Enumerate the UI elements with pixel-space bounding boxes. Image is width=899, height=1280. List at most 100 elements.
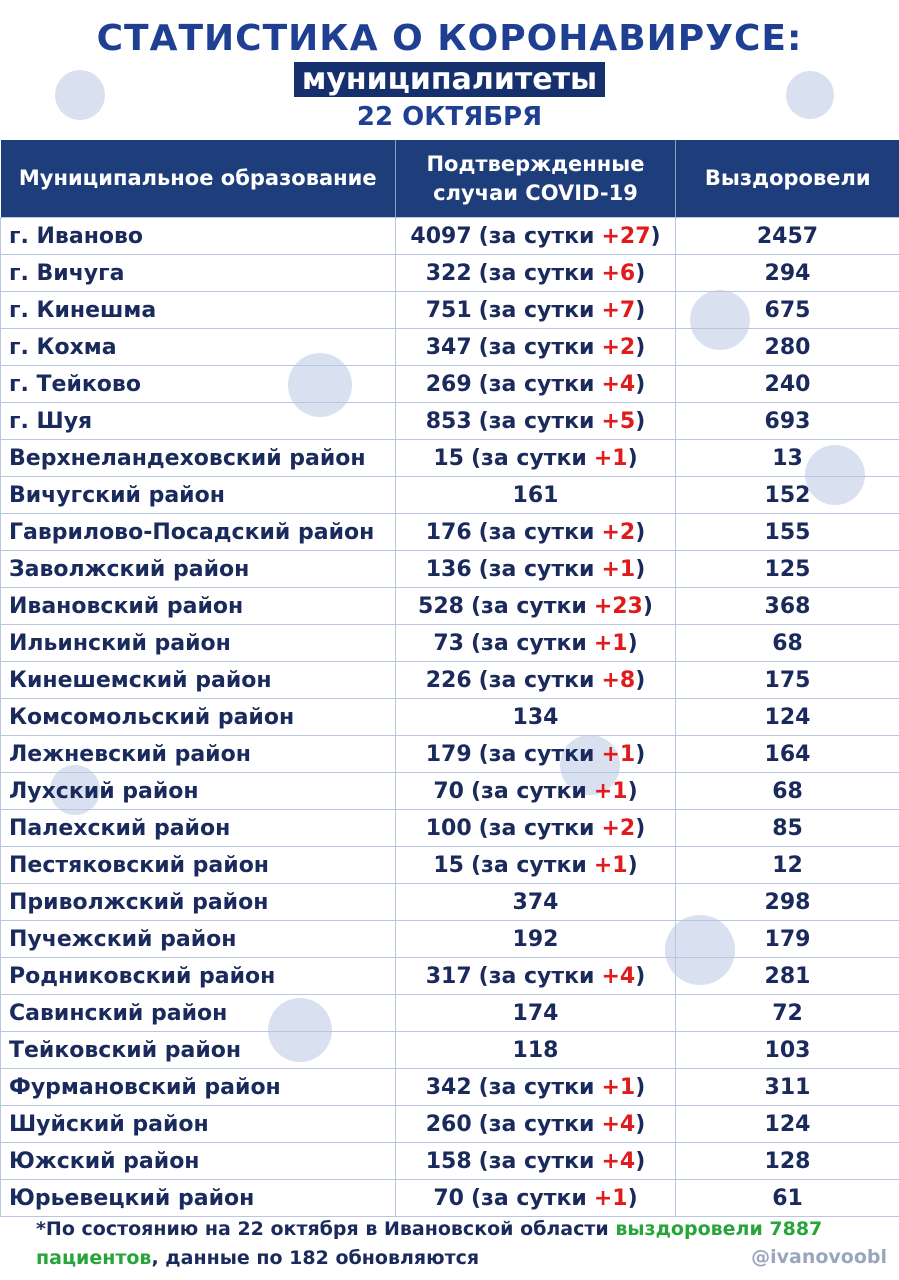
confirmed: 269 <box>425 371 472 397</box>
recovered: 124 <box>675 1105 899 1143</box>
confirmed: 161 <box>512 482 559 508</box>
municipality: Заволжский район <box>0 550 396 588</box>
daily-increase: +1 <box>593 630 628 656</box>
table-row: Палехский район 100 (за сутки +2) 85 <box>0 809 899 847</box>
confirmed: 118 <box>512 1037 559 1063</box>
daily-increase: +27 <box>601 223 651 249</box>
daily-increase: +4 <box>601 963 636 989</box>
table-row: г. Кинешма 751 (за сутки +7) 675 <box>0 291 899 329</box>
confirmed: 179 <box>425 741 472 767</box>
confirmed-cell: 70 (за сутки +1) <box>395 1179 676 1217</box>
note: , данные по 182 обновляются <box>151 1247 480 1269</box>
daily-label: (за сутки <box>478 1148 595 1174</box>
daily-close: ) <box>635 334 646 360</box>
daily-increase: +23 <box>593 593 643 619</box>
table-row: Комсомольский район 134 124 <box>0 698 899 736</box>
footnote: *По состоянию на 22 октября в Ивановской… <box>36 1215 866 1273</box>
daily-increase: +1 <box>601 556 636 582</box>
municipality: Гаврилово-Посадский район <box>0 513 396 551</box>
confirmed-cell: 260 (за сутки +4) <box>395 1105 676 1143</box>
table-row: Фурмановский район 342 (за сутки +1) 311 <box>0 1068 899 1106</box>
daily-increase: +2 <box>601 815 636 841</box>
confirmed-cell: 528 (за сутки +23) <box>395 587 676 625</box>
confirmed: 226 <box>425 667 472 693</box>
confirmed: 15 <box>433 445 464 471</box>
daily-label: (за сутки <box>478 815 595 841</box>
confirmed-cell: 751 (за сутки +7) <box>395 291 676 329</box>
municipality: Савинский район <box>0 994 396 1032</box>
daily-close: ) <box>627 630 638 656</box>
table-row: Тейковский район 118 103 <box>0 1031 899 1069</box>
daily-close: ) <box>627 852 638 878</box>
recovered: 240 <box>675 365 899 403</box>
table-row: Кинешемский район 226 (за сутки +8) 175 <box>0 661 899 699</box>
daily-close: ) <box>635 260 646 286</box>
table-row: Приволжский район 374 298 <box>0 883 899 921</box>
municipality: Южский район <box>0 1142 396 1180</box>
municipality: г. Тейково <box>0 365 396 403</box>
note: *По состоянию на 22 октября в Ивановской… <box>36 1218 609 1240</box>
recovered: 693 <box>675 402 899 440</box>
recovered: 61 <box>675 1179 899 1217</box>
daily-label: (за сутки <box>478 334 595 360</box>
confirmed-cell: 176 (за сутки +2) <box>395 513 676 551</box>
table-row: г. Иваново 4097 (за сутки +27) 2457 <box>0 217 899 255</box>
daily-label: (за сутки <box>470 1185 587 1211</box>
daily-label: (за сутки <box>470 593 587 619</box>
confirmed: 176 <box>425 519 472 545</box>
title: СТАТИСТИКА О КОРОНАВИРУСЕ: <box>96 18 803 59</box>
date: 22 ОКТЯБРЯ <box>356 102 543 132</box>
daily-label: (за сутки <box>478 1074 595 1100</box>
daily-label: (за сутки <box>478 556 595 582</box>
confirmed-cell: 226 (за сутки +8) <box>395 661 676 699</box>
daily-label: (за сутки <box>478 1111 595 1137</box>
recovered: 368 <box>675 587 899 625</box>
recovered: 68 <box>675 772 899 810</box>
note-highlight: выздоровели 7887 пациентов <box>36 1218 823 1269</box>
table-row: Ильинский район 73 (за сутки +1) 68 <box>0 624 899 662</box>
daily-close: ) <box>635 741 646 767</box>
confirmed: 100 <box>425 815 472 841</box>
confirmed-cell: 342 (за сутки +1) <box>395 1068 676 1106</box>
daily-increase: +8 <box>601 667 636 693</box>
table-row: Родниковский район 317 (за сутки +4) 281 <box>0 957 899 995</box>
municipality: Комсомольский район <box>0 698 396 736</box>
confirmed-cell: 322 (за сутки +6) <box>395 254 676 292</box>
daily-label: (за сутки <box>478 223 595 249</box>
table-row: Гаврилово-Посадский район 176 (за сутки +2)… <box>0 513 899 551</box>
table-row: Ивановский район 528 (за сутки +23) 368 <box>0 587 899 625</box>
confirmed-cell: 158 (за сутки +4) <box>395 1142 676 1180</box>
table-row: Вичугский район 161 152 <box>0 476 899 514</box>
daily-close: ) <box>635 519 646 545</box>
confirmed-cell: 174 <box>395 994 676 1032</box>
recovered: 85 <box>675 809 899 847</box>
daily-increase: +5 <box>601 408 636 434</box>
daily-close: ) <box>635 297 646 323</box>
recovered: 2457 <box>675 217 899 255</box>
daily-close: ) <box>635 963 646 989</box>
daily-increase: +6 <box>601 260 636 286</box>
municipality: Ильинский район <box>0 624 396 662</box>
table-row: Юрьевецкий район 70 (за сутки +1) 61 <box>0 1179 899 1217</box>
daily-increase: +1 <box>593 778 628 804</box>
confirmed: 134 <box>512 704 559 730</box>
daily-increase: +4 <box>601 1111 636 1137</box>
confirmed: 73 <box>433 630 464 656</box>
confirmed: 4097 <box>410 223 472 249</box>
municipality: Пестяковский район <box>0 846 396 884</box>
confirmed: 15 <box>433 852 464 878</box>
confirmed-cell: 192 <box>395 920 676 958</box>
confirmed: 322 <box>425 260 472 286</box>
municipality: Вичугский район <box>0 476 396 514</box>
confirmed: 192 <box>512 926 559 952</box>
confirmed-cell: 317 (за сутки +4) <box>395 957 676 995</box>
municipality: Тейковский район <box>0 1031 396 1069</box>
daily-label: (за сутки <box>470 630 587 656</box>
recovered: 152 <box>675 476 899 514</box>
daily-increase: +1 <box>593 445 628 471</box>
municipality: Ивановский район <box>0 587 396 625</box>
daily-label: (за сутки <box>478 741 595 767</box>
stats-table: Муниципальное образование Подтвержденные… <box>0 140 899 1217</box>
municipality: Кинешемский район <box>0 661 396 699</box>
